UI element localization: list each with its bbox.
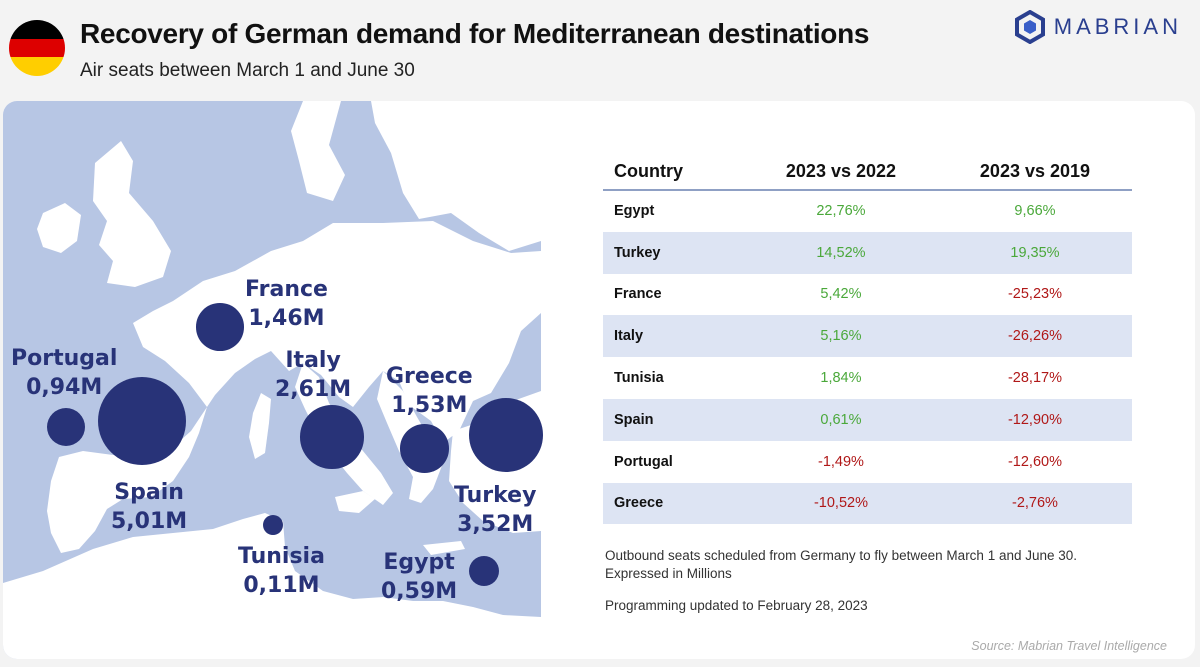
bubble-italy	[300, 405, 364, 469]
cell-country: Greece	[603, 482, 744, 525]
cell-vs-2022: -10,52%	[743, 482, 938, 525]
label-spain: Spain 5,01M	[111, 480, 188, 534]
cell-country: France	[614, 286, 662, 303]
footnote-line: Expressed in Millions	[605, 566, 732, 581]
table-row: France 5,42% -25,23%	[603, 274, 1132, 316]
update-note: Programming updated to February 28, 2023	[605, 598, 868, 613]
cell-vs-2019: 19,35%	[937, 231, 1132, 274]
column-header: Country	[603, 153, 744, 191]
cell-country: Tunisia	[614, 370, 664, 387]
hexagon-logo-icon	[1014, 10, 1045, 44]
column-header: 2023 vs 2022	[743, 153, 938, 191]
bubble-spain	[98, 377, 186, 465]
cell-vs-2019: -12,60%	[1007, 453, 1062, 470]
column-header: 2023 vs 2019	[937, 153, 1132, 191]
page-subtitle: Air seats between March 1 and June 30	[80, 60, 415, 81]
page-title: Recovery of German demand for Mediterran…	[80, 18, 870, 49]
cell-vs-2022: 5,42%	[820, 286, 862, 303]
table-header-row: Country 2023 vs 2022 2023 vs 2019	[603, 153, 1132, 191]
cell-country: Italy	[603, 315, 744, 358]
footnote-line: Outbound seats scheduled from Germany to…	[605, 548, 1078, 563]
table-row: Spain 0,61% -12,90%	[603, 398, 1132, 441]
label-egypt: Egypt 0,59M	[381, 550, 458, 604]
table-row: Tunisia 1,84% -28,17%	[603, 357, 1132, 399]
bubble-portugal	[47, 408, 86, 447]
bubble-tunisia	[263, 515, 283, 535]
label-italy: Italy 2,61M	[275, 348, 352, 402]
cell-country: Egypt	[614, 203, 655, 220]
table-row: Turkey 14,52% 19,35%	[603, 231, 1132, 274]
bubble-greece	[400, 424, 449, 473]
cell-vs-2022: -1,49%	[817, 453, 864, 470]
bubble-egypt	[469, 556, 500, 587]
content-card: France 1,46M Portugal 0,94M Italy 2,61M Gre…	[3, 101, 1195, 659]
cell-vs-2019: -12,90%	[937, 398, 1132, 441]
logo-text: MABRIAN	[1053, 14, 1182, 39]
label-tunisia: Tunisia 0,11M	[238, 544, 325, 598]
table-row: Egypt 22,76% 9,66%	[603, 190, 1132, 232]
cell-country: Turkey	[603, 231, 744, 274]
label-greece: Greece 1,53M	[386, 364, 473, 418]
bubble-turkey	[469, 398, 543, 472]
table-row: Greece -10,52% -2,76%	[603, 482, 1132, 525]
cell-vs-2022: 5,16%	[743, 315, 938, 358]
cell-vs-2022: 0,61%	[743, 398, 938, 441]
cell-vs-2022: 14,52%	[743, 231, 938, 274]
comparison-table: Country 2023 vs 2022 2023 vs 2019 Egypt 2…	[603, 153, 1132, 525]
label-france: France 1,46M	[245, 277, 328, 331]
germany-flag-icon	[9, 20, 65, 76]
mabrian-logo: MABRIAN	[1014, 10, 1182, 44]
cell-vs-2022: 22,76%	[816, 203, 866, 220]
cell-vs-2019: -28,17%	[1007, 370, 1062, 387]
cell-country: Portugal	[614, 453, 673, 470]
europe-map: France 1,46M Portugal 0,94M Italy 2,61M Gre…	[3, 101, 543, 659]
footnote: Outbound seats scheduled from Germany to…	[605, 547, 1165, 583]
table-row: Italy 5,16% -26,26%	[603, 315, 1132, 358]
cell-vs-2019: -26,26%	[937, 315, 1132, 358]
bubble-france	[196, 303, 244, 351]
cell-vs-2022: 1,84%	[820, 370, 862, 387]
label-portugal: Portugal 0,94M	[11, 346, 118, 400]
cell-vs-2019: -25,23%	[1007, 286, 1062, 303]
table-row: Portugal -1,49% -12,60%	[603, 441, 1132, 483]
cell-vs-2019: 9,66%	[1014, 203, 1056, 220]
cell-country: Spain	[603, 398, 744, 441]
cell-vs-2019: -2,76%	[937, 482, 1132, 525]
source-note: Source: Mabrian Travel Intelligence	[971, 639, 1167, 653]
label-turkey: Turkey 3,52M	[454, 483, 537, 537]
